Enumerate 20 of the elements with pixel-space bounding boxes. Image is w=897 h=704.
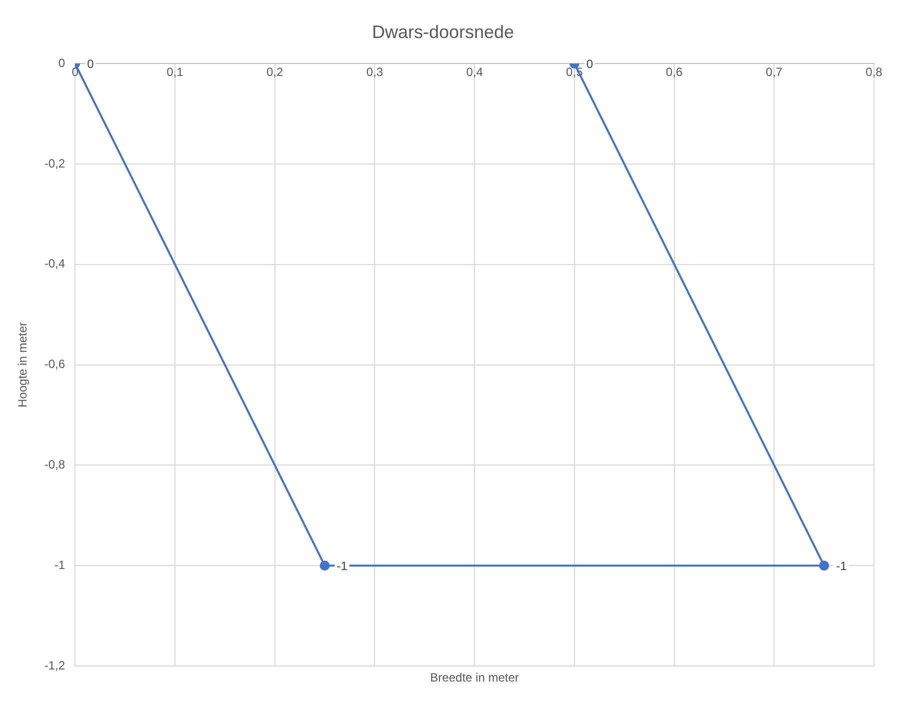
x-axis-title: Breedte in meter	[430, 670, 519, 684]
y-axis-title: Hoogte in meter	[16, 322, 30, 408]
x-tick-label: 0,4	[466, 65, 484, 80]
y-tick-label: -0,4	[44, 256, 66, 271]
x-tick-label: 0,6	[666, 65, 683, 80]
x-tick-label: 0,2	[266, 65, 284, 80]
x-tick-label: 0,1	[166, 65, 184, 80]
y-tick-label: -0,8	[44, 458, 66, 472]
y-tick-label: -1,2	[44, 658, 66, 672]
y-tick-label: 0	[58, 56, 66, 70]
x-tick-label: 0,3	[366, 65, 384, 80]
data-label: -1	[836, 558, 848, 573]
x-tick-label: 0,7	[766, 65, 783, 80]
x-tick-label: 0	[72, 65, 79, 80]
x-tick-label: 0,8	[866, 65, 883, 80]
chart-title: Dwars-doorsnede	[372, 22, 514, 42]
y-tick-label: -0,6	[44, 357, 66, 372]
data-label: -1	[336, 558, 348, 573]
y-tick-label: -1	[54, 558, 66, 572]
y-tick-label: -0,2	[44, 156, 66, 170]
